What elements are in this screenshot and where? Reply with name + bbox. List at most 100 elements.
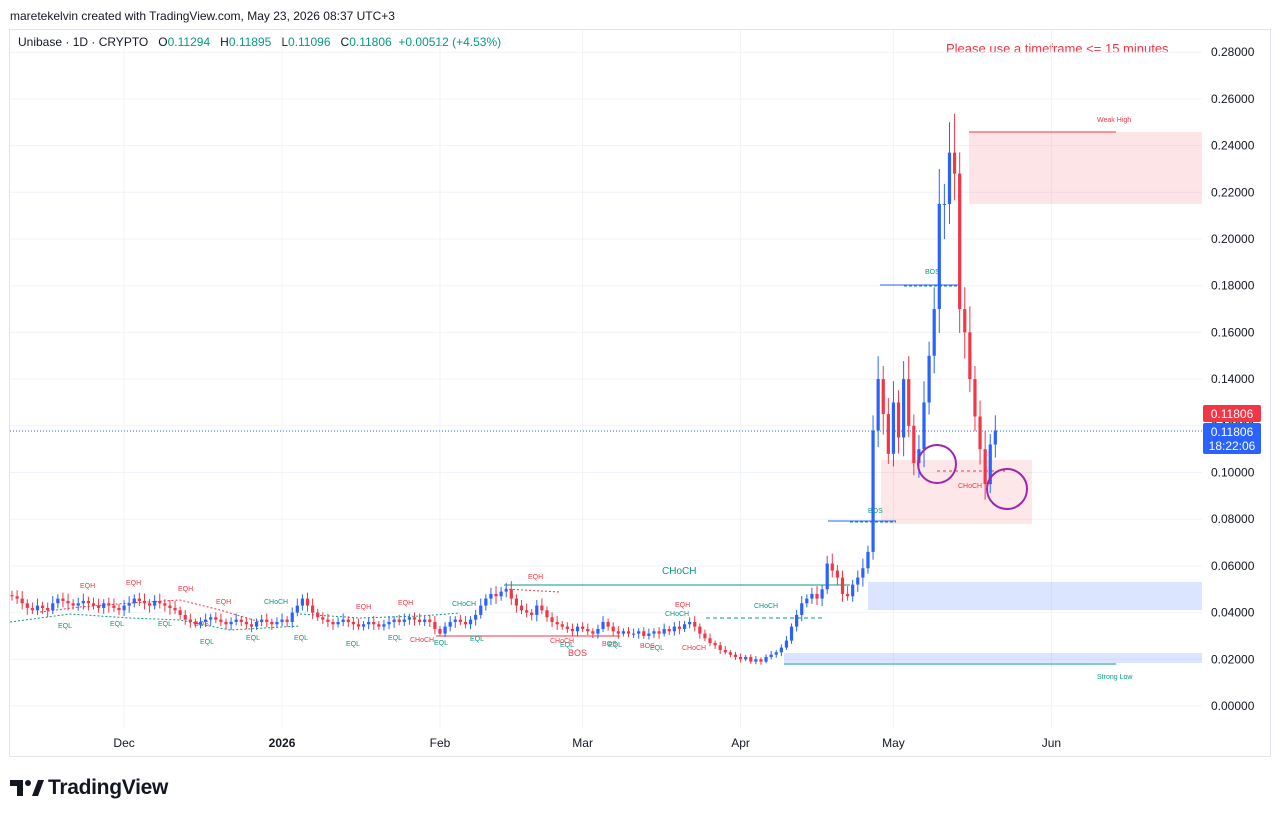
symbol-name[interactable]: Unibase · 1D · CRYPTO [18,35,149,49]
candle-body [132,598,136,604]
candle-body [891,402,896,454]
candle-body [295,605,299,613]
candle-body [30,607,34,611]
candle-body [20,598,24,604]
smc-label: CHoCH [550,638,574,645]
candle-body [479,605,483,615]
candle-body [168,605,172,608]
candle-body [718,645,722,650]
smc-label: CHoCH [452,601,476,608]
candle-body [377,624,381,627]
candle-body [744,656,748,660]
candle-body [428,619,432,622]
high-label: H [220,35,229,49]
candle-body [163,603,167,606]
candle-body [127,603,131,606]
candle-body [270,621,274,625]
smc-label: EQH [178,586,193,593]
candle-body [112,605,116,608]
candle-body [958,173,962,310]
candle-body [438,628,442,634]
candle-body [550,617,554,622]
candle-body [575,626,580,632]
candle-body [912,425,916,464]
candle-body [142,600,147,604]
candle-body [193,621,198,625]
candle-body [423,619,427,622]
candle-body [749,656,753,662]
candle-body [305,598,310,606]
price-axis[interactable]: 0.28000 0.26000 0.24000 0.22000 0.20000 0.180… [1211,45,1255,713]
candle-body [631,633,636,635]
candle-body [988,444,992,485]
smc-small-labels: EQH EQH EQH EQH EQH EQH EQH EQH EQL EQL EQL EQL EQL E… [58,574,706,652]
chart-pane[interactable] [9,29,1271,757]
tradingview-logo[interactable]: TradingView [10,776,168,800]
y-tick-label: 0.26000 [1211,92,1255,106]
candle-body [153,600,157,606]
candle-body [769,654,773,657]
candle-body [265,619,269,622]
candle-body [86,600,91,604]
candle-body [418,619,422,622]
smc-label: EQH [80,583,95,590]
candle-body [10,595,14,597]
candle-body [983,449,987,485]
candle-body [290,612,294,622]
candle-body [698,626,702,634]
candle-body [361,624,366,627]
smc-label: EQL [294,635,308,642]
smc-label: EQH [675,602,690,609]
tradingview-logo-text: TradingView [48,776,169,799]
x-tick-label: Dec [113,736,134,750]
smc-label: CHoCH [665,611,689,618]
bos-label-red: BOS [568,648,587,658]
candle-body [795,614,799,627]
symbol-legend: Unibase · 1D · CRYPTO O0.11294 H0.11895 … [18,35,501,49]
candle-body [779,647,783,653]
time-axis[interactable]: Dec 2026 Feb Mar Apr May Jun [113,736,1061,750]
candle-body [15,596,19,599]
candle-body [229,621,233,625]
low-label: L [281,35,289,49]
candle-body [851,584,855,597]
candle-body [260,619,264,622]
candle-body [40,605,45,608]
last-price-text: 0.11806 [1211,425,1254,439]
candle-body [922,402,926,450]
x-tick-label: Apr [731,736,750,750]
candle-body [66,600,70,604]
choch-label-mid: CHoCH [754,603,778,610]
candle-body [448,621,452,627]
candle-body [738,656,743,660]
candle-body [91,603,96,606]
candle-body [652,631,656,634]
candle-body [759,659,763,662]
candle-body [412,617,417,620]
y-tick-label: 0.10000 [1211,466,1255,480]
candle-body [463,621,468,625]
candle-body [402,619,406,622]
y-tick-label: 0.22000 [1211,185,1255,199]
candle-body [458,619,462,622]
candles [10,113,997,665]
y-tick-label: 0.28000 [1211,45,1255,59]
candle-body [733,654,738,657]
candle-body [316,612,320,618]
close-label: C [340,35,350,49]
y-tick-label: 0.16000 [1211,325,1255,339]
bos-label-mid: BOS [868,508,883,515]
smc-label: EQL [158,621,172,628]
smc-label: EQL [388,635,402,642]
x-tick-label: May [882,736,905,750]
candle-body [300,598,305,606]
candle-body [311,605,315,613]
candle-body [596,628,600,634]
candle-body [351,621,355,625]
y-tick-label: 0.06000 [1211,559,1255,573]
candle-body [158,600,162,604]
last-price-tag [1203,423,1261,454]
candle-body [25,603,29,608]
eql-line-mid [299,612,461,619]
